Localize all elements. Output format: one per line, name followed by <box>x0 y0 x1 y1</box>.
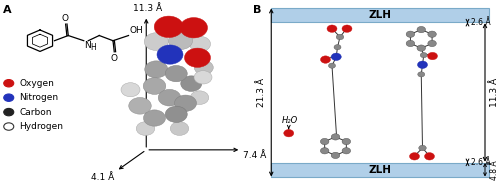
Text: A: A <box>2 5 11 15</box>
Text: 4.1 Å: 4.1 Å <box>91 173 114 182</box>
Circle shape <box>331 152 340 159</box>
Circle shape <box>4 123 14 130</box>
Text: 2.6 Å: 2.6 Å <box>471 18 491 27</box>
Circle shape <box>168 32 192 50</box>
Text: B: B <box>252 5 261 15</box>
Circle shape <box>184 48 210 67</box>
Circle shape <box>145 61 168 78</box>
Circle shape <box>334 45 341 50</box>
Circle shape <box>144 110 166 126</box>
Circle shape <box>4 94 14 101</box>
Circle shape <box>419 145 426 151</box>
Circle shape <box>320 148 329 154</box>
Circle shape <box>428 31 436 37</box>
Circle shape <box>342 148 350 154</box>
Text: Hydrogen: Hydrogen <box>19 122 63 131</box>
Text: ZLH: ZLH <box>368 165 392 175</box>
Circle shape <box>194 60 213 75</box>
Circle shape <box>418 61 428 68</box>
Circle shape <box>129 97 151 114</box>
Text: Nitrogen: Nitrogen <box>19 93 59 102</box>
Text: 11.3 Å: 11.3 Å <box>133 4 162 13</box>
Circle shape <box>154 16 183 38</box>
Circle shape <box>165 106 187 122</box>
Circle shape <box>428 40 436 47</box>
Circle shape <box>174 95 197 111</box>
Text: 2.6 Å: 2.6 Å <box>471 158 491 167</box>
Circle shape <box>158 89 181 106</box>
Circle shape <box>342 138 350 145</box>
Text: H: H <box>90 43 96 53</box>
Text: 7.4 Å: 7.4 Å <box>243 151 266 160</box>
Circle shape <box>144 78 166 94</box>
Circle shape <box>121 83 140 97</box>
Circle shape <box>420 53 427 58</box>
Circle shape <box>144 33 168 51</box>
Text: Oxygen: Oxygen <box>19 79 54 88</box>
Circle shape <box>4 108 14 116</box>
Circle shape <box>336 34 344 40</box>
Circle shape <box>328 63 336 68</box>
Circle shape <box>417 26 426 33</box>
Circle shape <box>4 80 14 87</box>
Text: 21.3 Å: 21.3 Å <box>257 78 266 107</box>
Text: OH: OH <box>130 26 143 35</box>
Circle shape <box>320 138 329 145</box>
Circle shape <box>428 52 438 60</box>
Circle shape <box>417 45 426 51</box>
Bar <box>271 163 489 177</box>
Text: ZLH: ZLH <box>368 10 392 20</box>
Circle shape <box>406 31 414 37</box>
Text: N: N <box>84 41 91 50</box>
Circle shape <box>320 56 330 63</box>
Circle shape <box>284 130 294 137</box>
Circle shape <box>410 153 420 160</box>
Text: O: O <box>111 54 118 63</box>
Circle shape <box>194 71 212 84</box>
Circle shape <box>180 18 208 38</box>
Circle shape <box>190 91 209 105</box>
Text: H₂O: H₂O <box>282 116 298 125</box>
Circle shape <box>406 40 414 47</box>
Circle shape <box>424 153 434 160</box>
Circle shape <box>342 25 352 32</box>
Text: Carbon: Carbon <box>19 108 52 117</box>
Text: 11.3 Å: 11.3 Å <box>490 78 499 107</box>
Circle shape <box>170 122 189 135</box>
Text: 4.8 Å: 4.8 Å <box>490 160 499 180</box>
Circle shape <box>331 53 341 60</box>
Text: O: O <box>61 14 68 23</box>
Circle shape <box>190 36 210 52</box>
Circle shape <box>136 122 155 135</box>
Circle shape <box>327 25 337 32</box>
Circle shape <box>418 72 425 77</box>
Circle shape <box>165 65 187 82</box>
Circle shape <box>157 45 183 64</box>
Circle shape <box>181 76 202 91</box>
Circle shape <box>331 134 340 140</box>
Bar <box>271 8 489 22</box>
